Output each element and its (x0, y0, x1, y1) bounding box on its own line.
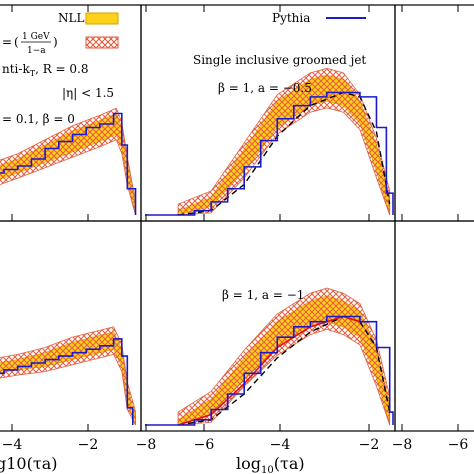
nll-hatch-band-bottom-middle (177, 287, 391, 426)
annotation-jet-algorithm: nti-kT, R = 0.8 (2, 62, 89, 78)
panel-frame-bottom-right (394, 220, 474, 432)
legend-hatch-swatch (85, 36, 119, 49)
x-tick-label-4: −4 (270, 437, 291, 453)
nll-hatch-band-bottom-left (0, 326, 136, 426)
pythia-histogram-bottom-left (0, 338, 134, 425)
x-tick-label-5: −2 (359, 437, 380, 453)
curves (0, 91, 394, 426)
legend-nll-swatch (85, 12, 119, 25)
legend-pythia-label: Pythia (272, 11, 310, 25)
legend-nll-label: NLL (58, 11, 84, 25)
panel-frame-bottom-left (0, 220, 142, 432)
annotation-eta-cut: |η| < 1.5 (62, 86, 114, 100)
nll-hatch-band-top-middle (177, 68, 391, 216)
pythia-histogram-top-middle (145, 91, 394, 216)
x-tick-label-0: −4 (2, 437, 23, 453)
legend-mu-numerator: 1 GeV (22, 32, 50, 42)
tick-marks (11, 5, 459, 431)
pythia-histogram-bottom-middle (145, 315, 394, 426)
panel-frame-top-right (394, 4, 474, 222)
legend-mu-prefix: = (2, 35, 12, 49)
legend-mu-denominator: 1−a (27, 46, 46, 56)
x-axis-label-middle: log10(τa) (236, 454, 305, 474)
annotation-top-middle-params: β = 1, a = −0.5 (218, 81, 312, 95)
annotation-title: Single inclusive groomed jet (193, 53, 366, 67)
x-tick-label-6: −8 (392, 437, 413, 453)
x-tick-label-3: −6 (194, 437, 215, 453)
x-tick-label-7: −6 (448, 437, 469, 453)
dashed-curve-bottom-middle (177, 315, 391, 426)
x-axis-label-left-partial: g10(τa) (0, 454, 57, 473)
nll-bands (0, 68, 391, 426)
x-tick-labels: −4 −2 −8 −6 −4 −2 −8 −6 (2, 437, 469, 453)
legend-mu-close: ) (53, 35, 58, 49)
x-tick-label-2: −8 (136, 437, 157, 453)
pythia-histogram-top-left (0, 112, 137, 215)
legend-mu-open: ( (14, 35, 19, 49)
annotation-grooming: = 0.1, β = 0 (2, 112, 75, 126)
x-tick-label-1: −2 (78, 437, 99, 453)
annotation-bottom-middle-params: β = 1, a = −1 (222, 288, 304, 302)
